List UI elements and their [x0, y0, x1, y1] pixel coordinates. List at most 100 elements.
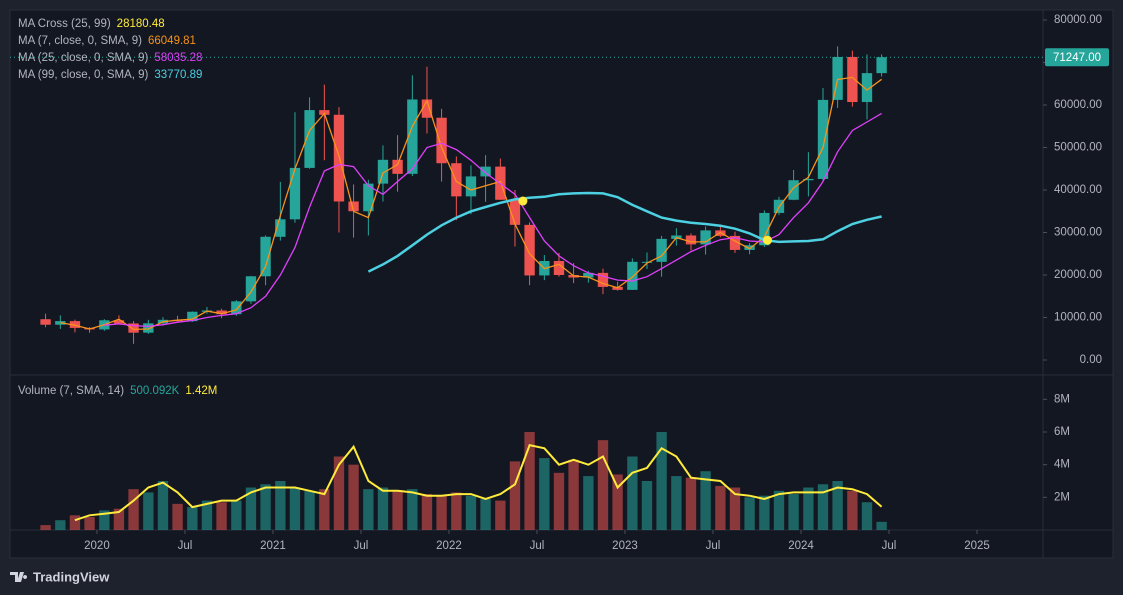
- candle-body: [465, 176, 477, 197]
- volume-bar: [495, 500, 506, 530]
- candle-body: [363, 183, 374, 212]
- candle-body: [69, 321, 81, 328]
- volume-bar: [773, 490, 785, 530]
- volume-bar: [260, 484, 271, 530]
- marks: 0.00 10000.00 20000.00 30000.00 40000.00 5000…: [10, 14, 1109, 552]
- last-price-label: 71247.00: [1053, 52, 1101, 64]
- candle-body: [245, 276, 257, 302]
- candle-body: [788, 180, 799, 200]
- candle-body: [143, 323, 154, 333]
- volume-bar: [788, 494, 799, 530]
- volume-bar: [99, 510, 110, 530]
- volume-bar: [451, 492, 462, 530]
- x-tick-label: Jul: [530, 540, 545, 552]
- candle-body: [304, 110, 315, 168]
- candle-body: [729, 235, 741, 250]
- x-tick-label: 2020: [84, 540, 110, 552]
- volume-legend-name: Volume (7, SMA, 14): [18, 385, 124, 397]
- x-tick-label: Jul: [354, 540, 369, 552]
- volume-bar: [832, 481, 843, 530]
- y-tick-label: 80000.00: [1054, 14, 1102, 26]
- volume-bar: [539, 458, 550, 530]
- y-tick-label: 0.00: [1080, 354, 1102, 366]
- candle-body: [187, 311, 198, 322]
- candle-body: [524, 224, 535, 276]
- volume-bar: [40, 525, 51, 530]
- volume-bar: [421, 494, 433, 530]
- volume-bar: [319, 489, 330, 530]
- candle-body: [260, 236, 271, 277]
- x-tick-label: 2022: [436, 540, 462, 552]
- volume-bar: [275, 481, 286, 530]
- volume-ma-line: [74, 443, 883, 522]
- y-tick-label: 50000.00: [1054, 142, 1102, 154]
- volume-bar: [55, 520, 66, 530]
- candle-body: [861, 73, 873, 103]
- volume-bar: [113, 508, 125, 530]
- candle-body: [876, 57, 887, 74]
- candle-body: [40, 319, 51, 325]
- volume-bar: [685, 477, 697, 530]
- volume-bar: [172, 503, 183, 530]
- volume-bar: [289, 487, 301, 530]
- candle-body: [377, 159, 389, 184]
- volume-bar: [612, 474, 623, 530]
- candle-body: [480, 166, 491, 177]
- ma-cross-point: [518, 196, 528, 206]
- volume-y-tick-label: 2M: [1054, 491, 1070, 503]
- volume-bar: [201, 500, 213, 530]
- candle-body: [113, 320, 125, 324]
- last-price-box: [1045, 48, 1109, 67]
- candle-body: [832, 56, 843, 100]
- volume-bar: [84, 516, 95, 530]
- candle-body: [627, 261, 638, 290]
- candle-body: [436, 117, 447, 164]
- volume-bar: [656, 432, 667, 530]
- legend-cross: MA Cross (25, 99) 28180.48: [18, 18, 165, 30]
- legend-ma-name: MA (99, close, 0, SMA, 9): [18, 69, 149, 81]
- legend-cross-name: MA Cross (25, 99): [18, 18, 111, 30]
- candle-body: [744, 245, 755, 250]
- volume-bar: [729, 487, 741, 530]
- volume-bar: [465, 495, 477, 530]
- volume-bar: [436, 495, 447, 530]
- volume-bar: [583, 476, 594, 530]
- legend-ma-name: MA (25, close, 0, SMA, 9): [18, 52, 149, 64]
- volume-bar: [671, 476, 682, 530]
- candle-body: [407, 99, 418, 174]
- candle-body: [597, 272, 609, 287]
- candle-body: [319, 110, 330, 115]
- candle-body: [392, 159, 403, 174]
- y-tick-label: 20000.00: [1054, 269, 1102, 281]
- volume-bar: [304, 490, 315, 530]
- candle-body: [656, 238, 667, 262]
- candle-body: [128, 323, 139, 333]
- legend-ma: MA (7, close, 0, SMA, 9) 66049.81: [18, 35, 196, 47]
- volume-y-tick-label: 4M: [1054, 459, 1070, 471]
- legend: MA Cross (25, 99) 28180.48 MA (7, close, 0…: [18, 18, 217, 397]
- volume-bar: [480, 498, 491, 530]
- volume-bar: [876, 521, 887, 530]
- candle-body: [509, 199, 521, 225]
- volume-bar: [744, 497, 755, 530]
- legend-ma-name: MA (7, close, 0, SMA, 9): [18, 35, 142, 47]
- volume-bar: [847, 490, 858, 530]
- volume-bar: [333, 456, 345, 530]
- volume-bar: [803, 487, 814, 530]
- x-tick-label: 2025: [964, 540, 990, 552]
- x-tick-label: 2023: [612, 540, 638, 552]
- legend-ma-value: 66049.81: [148, 35, 196, 47]
- volume-bar: [363, 489, 374, 530]
- x-tick-label: Jul: [706, 540, 721, 552]
- ma-line: [60, 76, 882, 331]
- x-tick-label: Jul: [178, 540, 193, 552]
- volume-bar: [231, 500, 242, 530]
- volume-y-tick-label: 6M: [1054, 426, 1070, 438]
- volume-bar: [597, 440, 609, 530]
- candle-body: [421, 99, 433, 118]
- candle-body: [685, 235, 697, 245]
- x-tick-label: 2024: [788, 540, 814, 552]
- volume-legend-ma: 1.42M: [185, 385, 217, 397]
